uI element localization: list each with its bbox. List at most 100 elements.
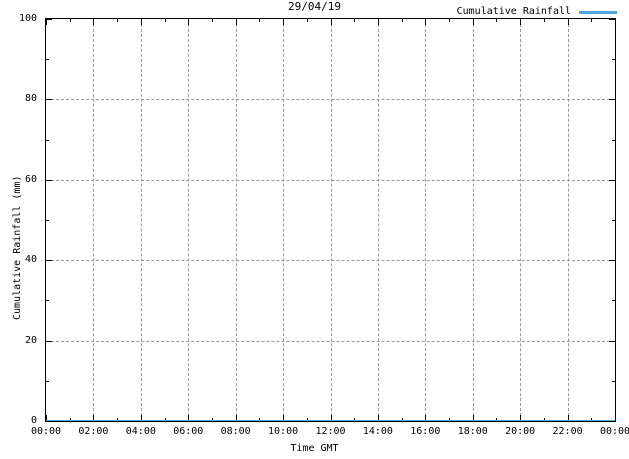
chart-legend: Cumulative Rainfall (457, 6, 617, 18)
y-axis-minor-tick (612, 380, 615, 382)
x-axis-tick (520, 415, 522, 421)
x-axis-minor-tick (117, 19, 119, 22)
x-axis-minor-tick (306, 19, 308, 22)
gridline-vertical (520, 19, 522, 421)
x-tick-label: 14:00 (362, 426, 393, 437)
y-tick-label: 100 (18, 13, 37, 24)
x-axis-minor-tick (259, 19, 261, 22)
x-axis-tick (425, 19, 427, 25)
x-axis-tick (377, 19, 379, 25)
x-tick-label: 02:00 (78, 426, 109, 437)
x-axis-minor-tick (591, 19, 593, 22)
gridline-vertical (377, 19, 379, 421)
x-axis-minor-tick (117, 418, 119, 421)
x-axis-tick (46, 415, 47, 421)
y-axis-minor-tick (612, 220, 615, 221)
x-tick-label: 20:00 (505, 426, 536, 437)
x-axis-minor-tick (164, 19, 166, 22)
y-axis-tick (46, 99, 52, 101)
x-axis-tick (188, 415, 190, 421)
x-axis-tick (235, 19, 237, 25)
x-tick-label: 12:00 (315, 426, 346, 437)
x-axis-minor-tick (354, 418, 356, 421)
gridline-vertical (283, 19, 285, 421)
y-axis-minor-tick (612, 139, 615, 141)
y-axis-tick (46, 340, 52, 342)
chart-title: 29/04/19 (288, 0, 341, 13)
y-axis-tick (46, 19, 52, 20)
y-axis-minor-tick (46, 220, 49, 221)
x-axis-minor-tick (69, 418, 71, 421)
y-axis-tick (46, 179, 52, 181)
x-axis-minor-tick (401, 19, 403, 22)
gridline-vertical (567, 19, 569, 421)
x-axis-tick (377, 415, 379, 421)
y-axis-tick (609, 260, 615, 262)
y-axis-tick (609, 179, 615, 181)
y-axis-minor-tick (612, 300, 615, 302)
gridline-horizontal (46, 179, 615, 181)
x-axis-tick (188, 19, 190, 25)
x-tick-label: 00:00 (30, 426, 62, 437)
y-axis-tick (46, 260, 52, 262)
x-axis-tick (46, 19, 47, 25)
x-tick-label: 06:00 (173, 426, 204, 437)
gridline-horizontal (46, 99, 615, 101)
y-tick-label: 80 (24, 93, 37, 105)
x-axis-tick (283, 415, 285, 421)
x-axis-minor-tick (496, 19, 498, 22)
legend-color-swatch (579, 10, 617, 14)
x-axis-minor-tick (354, 19, 356, 22)
x-tick-label: 16:00 (410, 426, 441, 437)
x-axis-tick (283, 19, 285, 25)
x-tick-label: 10:00 (268, 426, 299, 437)
x-axis-minor-tick (211, 19, 213, 22)
x-axis-minor-tick (496, 418, 498, 421)
y-tick-label: 60 (24, 173, 37, 185)
gridline-vertical (93, 19, 95, 421)
gridline-vertical (140, 19, 142, 421)
y-axis-tick (609, 19, 615, 20)
x-axis-title: Time GMT (290, 443, 339, 454)
x-axis-minor-tick (449, 19, 451, 22)
x-axis-minor-tick (164, 418, 166, 421)
y-axis-minor-tick (46, 139, 49, 141)
x-axis-tick (472, 415, 474, 421)
x-tick-label: 08:00 (220, 426, 251, 437)
gridline-vertical (330, 19, 332, 421)
y-axis-minor-tick (46, 300, 49, 302)
y-tick-label: 0 (30, 415, 37, 426)
gridline-horizontal (46, 260, 615, 262)
x-axis-tick (330, 415, 332, 421)
y-axis-minor-tick (46, 59, 49, 61)
y-axis-minor-tick (46, 380, 49, 382)
x-axis-minor-tick (259, 418, 261, 421)
x-tick-label: 00:00 (599, 426, 629, 437)
x-axis-tick (425, 415, 427, 421)
x-axis-minor-tick (543, 19, 545, 22)
x-axis-minor-tick (211, 418, 213, 421)
x-tick-label: 18:00 (457, 426, 488, 437)
x-axis-tick (235, 415, 237, 421)
gridline-vertical (425, 19, 427, 421)
x-axis-tick (93, 415, 95, 421)
gridline-vertical (472, 19, 474, 421)
x-axis-tick (330, 19, 332, 25)
x-tick-label: 04:00 (125, 426, 156, 437)
x-axis-minor-tick (591, 418, 593, 421)
x-axis-minor-tick (69, 19, 71, 22)
plot-inner (46, 19, 615, 421)
y-tick-label: 40 (24, 254, 37, 266)
legend-item-label: Cumulative Rainfall (456, 6, 571, 17)
y-axis-minor-tick (612, 59, 615, 61)
y-axis-title: Cumulative Rainfall (mm) (12, 175, 23, 321)
x-axis-minor-tick (543, 418, 545, 421)
gridline-vertical (188, 19, 190, 421)
plot-area (45, 18, 616, 422)
x-axis-minor-tick (401, 418, 403, 421)
x-axis-tick (520, 19, 522, 25)
y-axis-tick (609, 340, 615, 342)
x-tick-label: 22:00 (552, 426, 583, 437)
x-axis-tick (567, 19, 569, 25)
